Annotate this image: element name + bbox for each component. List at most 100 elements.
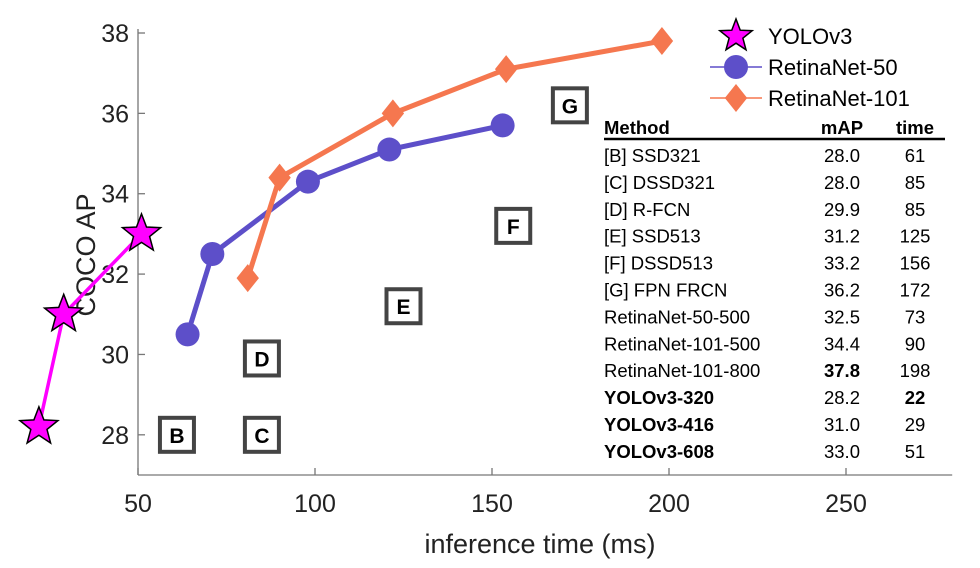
- annotation-box: [242, 415, 281, 454]
- y-axis-label: COCO AP: [71, 193, 101, 316]
- annotation-label: E: [396, 296, 410, 319]
- cell-method: [C] DSSD321: [604, 172, 715, 193]
- legend-item-RetinaNet-50: RetinaNet-50: [710, 55, 898, 80]
- annotation-G: G: [550, 86, 589, 125]
- table-row: [B] SSD321 28.0 61: [604, 145, 925, 166]
- table-row: [F] DSSD513 33.2 156: [604, 253, 930, 274]
- cell-time: 73: [905, 306, 926, 327]
- annotation-label: D: [254, 348, 269, 371]
- method-annotations: B C D E F G: [157, 86, 589, 454]
- legend-item-RetinaNet-101: RetinaNet-101: [710, 84, 910, 112]
- table-row: YOLOv3-608 33.0 51: [604, 441, 925, 462]
- circle-marker: [490, 113, 515, 138]
- annotation-D: D: [242, 339, 281, 378]
- cell-time: 90: [905, 333, 926, 354]
- cell-time: 22: [905, 387, 926, 408]
- cell-map: 37.8: [824, 360, 860, 381]
- diamond-marker: [236, 264, 259, 293]
- diamond-marker: [381, 99, 405, 128]
- annotation-C: C: [242, 415, 281, 454]
- x-tick-label: 50: [124, 490, 152, 518]
- cell-method: RetinaNet-101-500: [604, 333, 760, 354]
- diamond-marker: [650, 27, 674, 56]
- cell-method: YOLOv3-320: [604, 387, 714, 408]
- table-row: [G] FPN FRCN 36.2 172: [604, 280, 930, 301]
- cell-method: YOLOv3-608: [604, 441, 714, 462]
- y-tick-label: 32: [101, 261, 129, 289]
- cell-time: 198: [900, 360, 931, 381]
- table-row: [C] DSSD321 28.0 85: [604, 172, 925, 193]
- cell-method: [E] SSD513: [604, 226, 701, 247]
- cell-method: RetinaNet-101-800: [604, 360, 760, 381]
- table-row: [D] R-FCN 29.9 85: [604, 199, 925, 220]
- table-row: RetinaNet-101-500 34.4 90: [604, 333, 925, 354]
- y-tick-label: 28: [101, 422, 129, 450]
- series-RetinaNet-101: [236, 27, 674, 293]
- cell-time: 172: [900, 280, 931, 301]
- series-RetinaNet-50: [175, 113, 515, 347]
- series-line: [185, 122, 504, 336]
- annotation-F: F: [494, 206, 533, 245]
- circle-marker: [175, 322, 200, 347]
- diamond-marker: [724, 84, 748, 112]
- diamond-marker: [268, 163, 291, 192]
- table-row: YOLOv3-416 31.0 29: [604, 414, 925, 435]
- table-row: [E] SSD513 31.2 125: [604, 226, 930, 247]
- table-header-method: Method: [604, 117, 670, 138]
- axes: 50 100 150 200 250 28 30 32 34 36 38: [101, 20, 953, 518]
- annotation-box: [550, 86, 589, 125]
- x-tick-label: 250: [825, 490, 867, 518]
- annotation-label: G: [562, 95, 578, 118]
- cell-map: 31.2: [824, 226, 860, 247]
- cell-time: 29: [905, 414, 926, 435]
- cell-time: 85: [905, 172, 926, 193]
- table-row: RetinaNet-101-800 37.8 198: [604, 360, 930, 381]
- cell-map: 33.0: [824, 441, 860, 462]
- diamond-marker: [494, 55, 518, 84]
- circle-marker: [295, 169, 320, 194]
- cell-map: 28.0: [824, 172, 860, 193]
- circle-marker: [724, 55, 748, 79]
- legend-label: RetinaNet-50: [768, 55, 898, 80]
- series-layer: [17, 27, 674, 445]
- cell-method: [D] R-FCN: [604, 199, 690, 220]
- star-marker: [42, 292, 85, 333]
- annotation-label: C: [254, 425, 269, 448]
- table-row: YOLOv3-320 28.2 22: [604, 387, 925, 408]
- series-line: [245, 38, 663, 279]
- table-row: RetinaNet-50-500 32.5 73: [604, 306, 925, 327]
- cell-method: RetinaNet-50-500: [604, 306, 750, 327]
- series-YOLOv3: [17, 211, 163, 445]
- cell-method: YOLOv3-416: [604, 414, 714, 435]
- x-tick-label: 200: [648, 490, 690, 518]
- cell-time: 156: [900, 253, 931, 274]
- y-tick-label: 30: [101, 341, 129, 369]
- cell-time: 51: [905, 441, 926, 462]
- y-tick-label: 36: [101, 100, 129, 128]
- star-marker: [717, 16, 755, 52]
- cell-method: [B] SSD321: [604, 145, 701, 166]
- cell-map: 28.2: [824, 387, 860, 408]
- y-tick-label: 34: [101, 181, 129, 209]
- cell-map: 33.2: [824, 253, 860, 274]
- annotation-box: [157, 415, 196, 454]
- cell-map: 36.2: [824, 280, 860, 301]
- legend-label: RetinaNet-101: [768, 86, 910, 111]
- annotation-B: B: [157, 415, 196, 454]
- table-header-time: time: [896, 117, 934, 138]
- cell-method: [F] DSSD513: [604, 253, 713, 274]
- legend-label: YOLOv3: [768, 24, 852, 49]
- cell-map: 29.9: [824, 199, 860, 220]
- circle-marker: [200, 242, 225, 266]
- x-tick-label: 100: [294, 490, 336, 518]
- x-axis-label: inference time (ms): [424, 529, 655, 559]
- cell-time: 125: [900, 226, 931, 247]
- annotation-box: [242, 339, 281, 378]
- table-header-map: mAP: [821, 117, 863, 138]
- star-marker: [17, 404, 60, 445]
- cell-method: [G] FPN FRCN: [604, 280, 727, 301]
- legend: YOLOv3 RetinaNet-50 RetinaNet-101: [710, 16, 910, 112]
- x-tick-label: 150: [471, 490, 513, 518]
- cell-map: 28.0: [824, 145, 860, 166]
- annotation-box: [384, 287, 423, 326]
